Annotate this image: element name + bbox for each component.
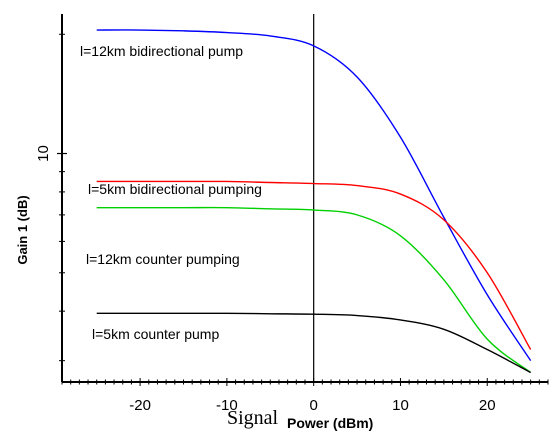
y-tick-label: 10 [35,145,52,162]
x-axis-label-signal: Signal [227,407,279,429]
series-line-2 [96,180,532,350]
x-tick-label: 10 [392,397,409,414]
x-tick-label: 20 [479,397,496,414]
series-layer [96,29,532,374]
y-axis-label: Gain 1 (dB) [15,195,30,264]
series-label-2: l=5km bidirectional pumping [88,181,262,197]
series-label-1: l=12km bidirectional pump [80,43,243,59]
series-line-1 [96,29,532,362]
series-labels: l=12km bidirectional pump l=5km bidirecti… [80,43,262,342]
x-tick-label: -10 [216,397,238,414]
x-tick-label: 0 [310,397,318,414]
axes: -20 -10 0 10 20 10 [35,14,549,414]
x-axis-label-power: Power (dBm) [287,415,373,431]
x-tick-label: -20 [129,397,151,414]
series-line-3 [96,206,532,374]
series-label-3: l=12km counter pumping [86,251,240,267]
series-label-4: l=5km counter pump [92,326,219,342]
series-line-4 [96,312,531,374]
